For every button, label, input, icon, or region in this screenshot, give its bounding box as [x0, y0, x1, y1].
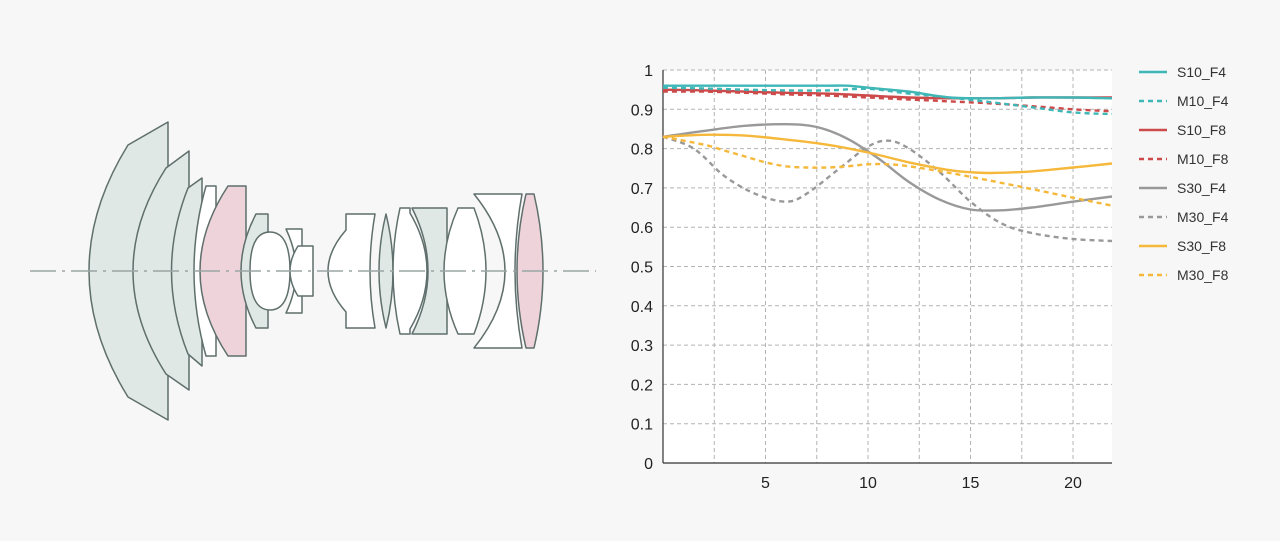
series-line-s10-f4	[662, 84, 1113, 100]
lens-element-3	[170, 177, 203, 367]
y-tick-label: 1	[644, 63, 653, 80]
legend-label-s10-f8: S10_F8	[1177, 122, 1226, 138]
y-tick-label: 0.8	[631, 142, 653, 159]
y-tick-label: 0.7	[631, 181, 653, 198]
legend-label-m10-f8: M10_F8	[1177, 151, 1229, 167]
series-line-m30-f4	[662, 135, 1113, 243]
x-tick-label: 20	[1064, 475, 1082, 492]
series-line-m10-f8	[662, 90, 1113, 113]
lens-element-13	[411, 207, 448, 335]
y-tick-label: 0.4	[631, 299, 653, 316]
y-tick-label: 0.9	[631, 102, 653, 119]
x-tick-label: 15	[962, 475, 980, 492]
legend-label-m30-f4: M30_F4	[1177, 209, 1229, 225]
legend-label-s10-f4: S10_F4	[1177, 64, 1226, 80]
legend-label-m30-f8: M30_F8	[1177, 267, 1229, 283]
y-tick-label: 0.3	[631, 338, 653, 355]
legend-label-s30-f8: S30_F8	[1177, 238, 1226, 254]
y-tick-label: 0.5	[631, 260, 653, 277]
lens-element-11	[378, 213, 394, 329]
y-tick-label: 0.2	[631, 377, 653, 394]
y-tick-label: 0.1	[631, 417, 653, 434]
lens-construction-diagram	[30, 121, 596, 421]
chart-legend: S10_F4 M10_F4 S10_F8 M10_F8 S30_F4 M30_F4 S30_…	[1139, 64, 1229, 283]
x-tick-label: 10	[859, 475, 877, 492]
chart-series	[662, 84, 1113, 243]
series-line-m10-f4	[662, 86, 1113, 116]
chart-axes: 00.10.20.30.40.50.60.70.80.915 10 15 20	[631, 63, 1112, 492]
legend-label-s30-f4: S30_F4	[1177, 180, 1226, 196]
y-tick-label: 0	[644, 456, 653, 473]
lens-element-15	[473, 193, 523, 349]
x-tick-label: 5	[761, 475, 770, 492]
series-line-s30-f8	[662, 133, 1113, 175]
legend-label-m10-f4: M10_F4	[1177, 93, 1229, 109]
series-line-m30-f8	[662, 135, 1113, 207]
chart-grid	[663, 69, 1112, 463]
lens-element-5	[199, 185, 247, 357]
series-line-s30-f4	[662, 122, 1113, 212]
y-tick-label: 0.6	[631, 220, 653, 237]
